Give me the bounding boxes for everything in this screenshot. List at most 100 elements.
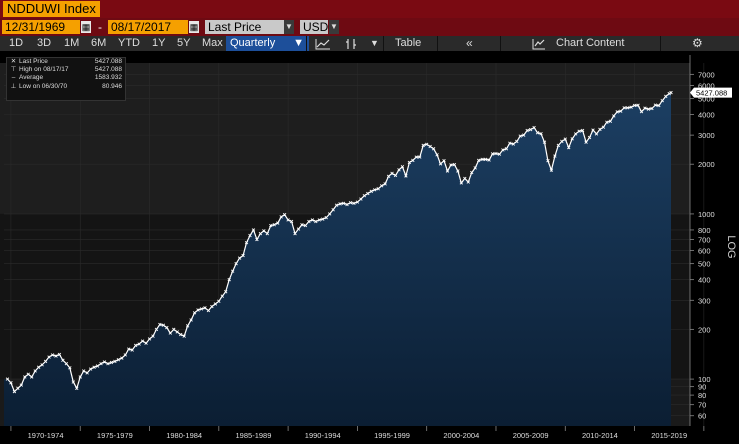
data-point (452, 162, 457, 167)
data-point (227, 277, 231, 282)
data-point (362, 193, 367, 198)
range-1m[interactable]: 1M (64, 37, 80, 49)
ticker-field[interactable]: NDDUWI Index (3, 1, 100, 17)
date-separator: - (98, 20, 102, 34)
data-point (275, 221, 280, 225)
last-price-marker: ✕ (10, 58, 17, 65)
data-point (165, 325, 169, 330)
data-point (331, 208, 335, 212)
toolbar-divider (500, 36, 501, 51)
data-point (352, 201, 356, 206)
data-point (144, 341, 148, 345)
data-point (618, 109, 623, 113)
collapse-button[interactable]: « (466, 36, 473, 50)
axis-background (690, 51, 739, 426)
chart-content-icon[interactable] (532, 36, 546, 51)
data-point (372, 188, 377, 192)
table-button[interactable]: Table (395, 37, 422, 49)
bar-type-icon[interactable] (345, 36, 357, 51)
chart-content-button[interactable]: Chart Content (556, 37, 625, 49)
data-point (36, 365, 41, 369)
data-point (185, 324, 190, 328)
data-point (327, 212, 332, 216)
data-point (258, 231, 263, 236)
data-point (653, 103, 658, 107)
data-point (542, 140, 547, 144)
data-point (494, 151, 498, 156)
data-point (560, 139, 564, 144)
data-point (189, 318, 193, 322)
data-point (622, 106, 626, 110)
data-point (598, 127, 602, 132)
data-point (625, 106, 630, 110)
range-max[interactable]: Max (202, 37, 223, 49)
data-point (137, 342, 141, 346)
data-point (289, 219, 294, 224)
data-point (376, 187, 380, 191)
toolbar-divider (437, 36, 438, 51)
data-point (140, 339, 145, 343)
data-point (459, 181, 464, 185)
range-1y[interactable]: 1Y (152, 37, 166, 49)
data-point (379, 184, 384, 188)
chevron-down-icon[interactable]: ▼ (284, 20, 294, 34)
data-point (269, 223, 273, 228)
data-point (272, 223, 276, 227)
data-point (528, 127, 533, 132)
y-tick-label: 300 (698, 296, 711, 305)
calendar-icon[interactable]: ▦ (81, 21, 91, 33)
field-select[interactable]: Last Price (205, 20, 285, 34)
x-tick-label: 2000-2004 (443, 431, 479, 440)
legend-row: ✕ Last Price 5427.088 (7, 58, 125, 66)
currency-select[interactable]: USD (300, 20, 328, 34)
end-date-field[interactable]: 08/17/2017 (108, 20, 188, 34)
range-5y[interactable]: 5Y (177, 37, 191, 49)
y-tick-label: 5000 (698, 94, 715, 103)
legend-row: ⊤ High on 08/17/17 5427.088 (7, 66, 125, 74)
data-point (466, 180, 470, 184)
range-ytd[interactable]: YTD (118, 37, 140, 49)
last-price-label: 5427.088 (690, 87, 732, 98)
calendar-icon[interactable]: ▦ (189, 21, 199, 33)
data-point (487, 158, 491, 162)
start-date-field[interactable]: 12/31/1969 (2, 20, 80, 34)
data-point (508, 141, 512, 145)
data-point (490, 152, 495, 156)
data-point (120, 356, 124, 360)
line-chart-icon[interactable] (315, 36, 331, 51)
data-point (57, 352, 62, 357)
data-point (570, 137, 574, 141)
data-point (650, 106, 654, 111)
y-tick-label: 2000 (698, 160, 715, 169)
data-point (608, 119, 613, 123)
data-point (341, 201, 346, 206)
data-point (359, 197, 363, 201)
data-point (321, 217, 325, 221)
data-point (206, 308, 211, 313)
data-point (199, 307, 204, 311)
chevron-down-icon[interactable]: ▼ (329, 20, 339, 34)
range-3d[interactable]: 3D (37, 37, 52, 49)
data-point (470, 170, 474, 175)
toolbar-divider (660, 36, 661, 51)
range-1d[interactable]: 1D (9, 37, 24, 49)
x-tick-label: 1975-1979 (97, 431, 133, 440)
data-point (220, 294, 224, 298)
gear-icon[interactable]: ⚙ (692, 36, 703, 50)
data-point (442, 158, 446, 163)
data-point (54, 354, 58, 358)
legend-label: Average (19, 74, 44, 82)
chevron-down-icon[interactable]: ▼ (370, 38, 379, 48)
data-point (386, 174, 391, 179)
frequency-select[interactable]: Quarterly ▼ (226, 36, 309, 51)
range-6m[interactable]: 6M (91, 37, 107, 49)
data-point (594, 132, 599, 136)
data-point (445, 169, 450, 173)
data-point (414, 155, 419, 159)
data-point (116, 358, 121, 362)
data-point (106, 361, 110, 366)
chevron-down-icon: ▼ (293, 37, 304, 49)
data-point (535, 131, 540, 135)
